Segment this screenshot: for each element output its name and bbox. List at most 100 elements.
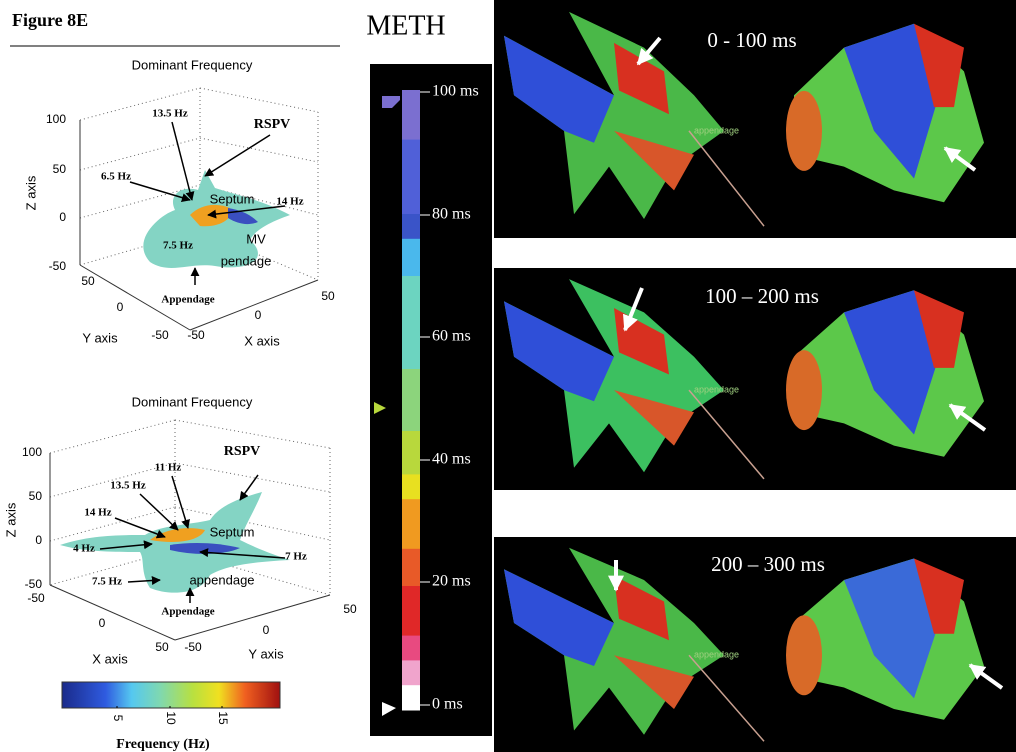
- line: [948, 403, 987, 432]
- line: [49, 549, 176, 586]
- map-label: 0 - 100 ms: [707, 28, 796, 52]
- line: [127, 576, 161, 585]
- z-axis-label: Z axis: [3, 502, 18, 537]
- colorbar-tick-label: 5: [111, 715, 125, 722]
- line: [174, 594, 331, 641]
- appendage-shape: [786, 350, 822, 431]
- annotation: 7.5 Hz: [163, 240, 193, 252]
- z-tick-label: 50: [53, 162, 67, 176]
- z-tick-label: -50: [49, 259, 67, 273]
- time-tick-label: 60 ms: [432, 328, 471, 345]
- catheter: [688, 389, 765, 480]
- catheter: [688, 654, 765, 742]
- x-axis-label: X axis: [92, 651, 128, 666]
- annotation: 13.5 Hz: [152, 108, 188, 120]
- time-scale-segment: [402, 685, 420, 711]
- time-scale-segment: [402, 635, 420, 661]
- colorbar-tick-label: 15: [216, 711, 230, 725]
- x-tick-label: -50: [27, 591, 45, 605]
- time-scale-segment: [402, 369, 420, 432]
- line: [199, 87, 319, 113]
- time-tick-label: 40 ms: [432, 451, 471, 468]
- annotation: Appendage: [161, 294, 214, 306]
- time-scale-segment: [402, 238, 420, 277]
- atrium-left-low: [614, 390, 694, 446]
- y-tick-label: 0: [263, 623, 270, 637]
- atrium-left-blue: [504, 569, 614, 666]
- map-label: 200 – 300 ms: [711, 552, 825, 576]
- z-axis-label: Z axis: [23, 175, 38, 210]
- z-tick-label: 50: [29, 489, 43, 503]
- line: [49, 584, 176, 641]
- colorbar-tick-label: 10: [164, 711, 178, 725]
- map-sublabel: appendage: [694, 650, 739, 660]
- atrium-shape: [60, 492, 290, 593]
- time-tick-label: 100 ms: [432, 83, 479, 100]
- x-tick-label: 50: [321, 289, 335, 303]
- line: [239, 474, 259, 501]
- line: [174, 506, 331, 541]
- line: [636, 36, 662, 66]
- time-scale-segment: [402, 474, 420, 500]
- line: [968, 663, 1004, 690]
- line: [174, 549, 331, 596]
- time-scale-segment: [402, 431, 420, 475]
- time-scale-segment: [402, 276, 420, 370]
- y-tick-label: 50: [343, 602, 357, 616]
- annotation: 11 Hz: [155, 462, 182, 474]
- catheter: [688, 130, 765, 227]
- map-sublabel: appendage: [694, 384, 739, 394]
- z-tick-label: 0: [59, 210, 66, 224]
- x-tick-label: -50: [187, 328, 205, 342]
- annotation: RSPV: [224, 444, 261, 459]
- line: [943, 146, 977, 172]
- y-tick-label: -50: [184, 640, 202, 654]
- time-scale-segment: [402, 499, 420, 550]
- annotation: 13.5 Hz: [110, 480, 146, 492]
- time-tick-label: 20 ms: [432, 573, 471, 590]
- line: [199, 548, 286, 559]
- high-frequency-region: [150, 528, 205, 542]
- time-tick-label: 0 ms: [432, 696, 463, 713]
- annotation: 14 Hz: [276, 196, 303, 208]
- line: [129, 181, 191, 202]
- annotation: 7.5 Hz: [92, 576, 122, 588]
- line: [99, 540, 153, 550]
- atrium-left-low: [614, 130, 694, 191]
- annotation: Appendage: [161, 606, 214, 618]
- x-tick-label: 0: [99, 616, 106, 630]
- annotation: Septum: [210, 191, 255, 206]
- line: [49, 506, 176, 542]
- colorbar-label: Frequency (Hz): [116, 737, 210, 752]
- atrium-left-red: [614, 42, 669, 115]
- line: [204, 134, 271, 177]
- x-tick-label: 0: [255, 308, 262, 322]
- scale-marker: [382, 96, 400, 108]
- annotation: 6.5 Hz: [101, 171, 131, 183]
- time-tick-label: 80 ms: [432, 206, 471, 223]
- atrium-left-blue: [504, 301, 614, 402]
- panel-title: Dominant Frequency: [132, 57, 253, 72]
- appendage-shape: [786, 90, 822, 171]
- atrium-right-blue: [844, 558, 939, 699]
- annotation: MV: [246, 231, 266, 246]
- atrium-left-low: [614, 655, 694, 709]
- y-tick-label: -50: [151, 328, 169, 342]
- line: [139, 493, 179, 531]
- line: [199, 229, 319, 281]
- annotation: Septum: [210, 524, 255, 539]
- x-axis-label: X axis: [244, 333, 280, 348]
- scale-marker: [382, 702, 396, 716]
- time-scale-panel: [370, 64, 492, 736]
- panel-title: Dominant Frequency: [132, 394, 253, 409]
- line: [49, 419, 176, 454]
- frequency-colorbar: [61, 681, 281, 709]
- annotation: 14 Hz: [84, 507, 111, 519]
- z-tick-label: 0: [35, 533, 42, 547]
- figure-label: Figure 8E: [12, 10, 88, 30]
- appendage-shape: [786, 615, 822, 696]
- annotation: pendage: [221, 253, 272, 268]
- line: [79, 184, 201, 219]
